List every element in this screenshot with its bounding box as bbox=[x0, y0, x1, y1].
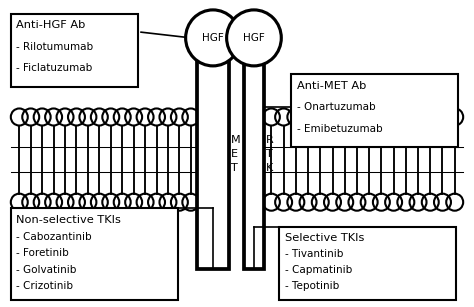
Ellipse shape bbox=[186, 10, 240, 66]
Text: Non-selective TKIs: Non-selective TKIs bbox=[17, 215, 121, 225]
Text: - Foretinib: - Foretinib bbox=[17, 248, 69, 258]
Bar bbox=[244, 26, 264, 269]
Bar bbox=[279, 227, 456, 300]
Text: - Crizotinib: - Crizotinib bbox=[17, 282, 73, 291]
Text: - Golvatinib: - Golvatinib bbox=[17, 265, 77, 275]
Text: HGF: HGF bbox=[202, 33, 224, 43]
Text: - Rilotumumab: - Rilotumumab bbox=[17, 41, 93, 52]
Text: HGF: HGF bbox=[243, 33, 265, 43]
Text: - Tivantinib: - Tivantinib bbox=[285, 249, 344, 259]
Bar bbox=[11, 14, 138, 87]
Text: - Tepotinib: - Tepotinib bbox=[285, 281, 339, 291]
Bar bbox=[197, 26, 229, 269]
Text: Anti-HGF Ab: Anti-HGF Ab bbox=[17, 20, 86, 30]
Text: - Capmatinib: - Capmatinib bbox=[285, 265, 352, 275]
Text: M
E
T: M E T bbox=[231, 134, 241, 173]
Bar bbox=[11, 208, 178, 300]
Text: Anti-MET Ab: Anti-MET Ab bbox=[297, 81, 366, 91]
Text: R
T
K: R T K bbox=[266, 134, 274, 173]
Text: - Cabozantinib: - Cabozantinib bbox=[17, 231, 92, 242]
Bar bbox=[291, 74, 458, 147]
Ellipse shape bbox=[227, 10, 281, 66]
Text: - Ficlatuzumab: - Ficlatuzumab bbox=[17, 63, 93, 73]
Text: - Onartuzumab: - Onartuzumab bbox=[297, 103, 375, 112]
Text: - Emibetuzumab: - Emibetuzumab bbox=[297, 124, 383, 134]
Text: Selective TKIs: Selective TKIs bbox=[285, 233, 365, 243]
